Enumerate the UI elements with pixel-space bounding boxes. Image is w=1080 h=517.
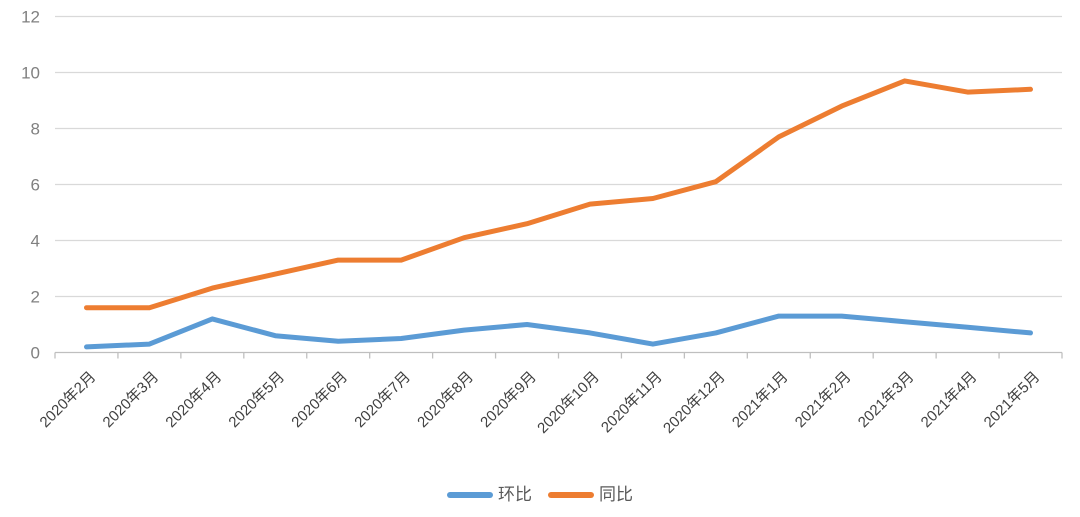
y-tick-label: 8 (31, 120, 40, 139)
x-tick-label: 2020年4月 (162, 368, 225, 431)
mom-series-label: 环比 (498, 485, 532, 504)
y-tick-label: 10 (21, 64, 40, 83)
yoy-series-label: 同比 (599, 485, 633, 504)
y-tick-label: 12 (21, 8, 40, 27)
mom-series-swatch (447, 491, 493, 498)
y-tick-label: 2 (31, 288, 40, 307)
x-tick-label: 2020年10月 (534, 368, 603, 437)
legend-item-yoy: 同比 (548, 486, 633, 503)
legend-item-mom: 环比 (447, 486, 532, 503)
y-tick-label: 4 (31, 232, 40, 251)
yoy-series-swatch (548, 491, 594, 498)
x-tick-label: 2020年5月 (225, 368, 288, 431)
series-line-mom (84, 313, 1033, 350)
chart-legend: 环比 同比 (0, 486, 1080, 503)
x-tick-label: 2021年4月 (918, 368, 981, 431)
x-tick-label: 2021年5月 (981, 368, 1044, 431)
x-tick-label: 2021年2月 (792, 368, 855, 431)
x-tick-label: 2020年9月 (477, 368, 540, 431)
y-tick-label: 0 (31, 344, 40, 363)
x-tick-label: 2020年3月 (100, 368, 163, 431)
x-tick-label: 2021年3月 (855, 368, 918, 431)
x-tick-label: 2020年7月 (351, 368, 414, 431)
x-tick-label: 2020年8月 (414, 368, 477, 431)
y-tick-label: 6 (31, 176, 40, 195)
x-tick-label: 2021年1月 (729, 368, 792, 431)
x-tick-label: 2020年11月 (598, 368, 666, 436)
x-tick-label: 2020年2月 (37, 368, 100, 431)
x-tick-label: 2020年6月 (288, 368, 351, 431)
series-line-yoy (84, 78, 1033, 311)
x-tick-label: 2020年12月 (660, 368, 729, 437)
